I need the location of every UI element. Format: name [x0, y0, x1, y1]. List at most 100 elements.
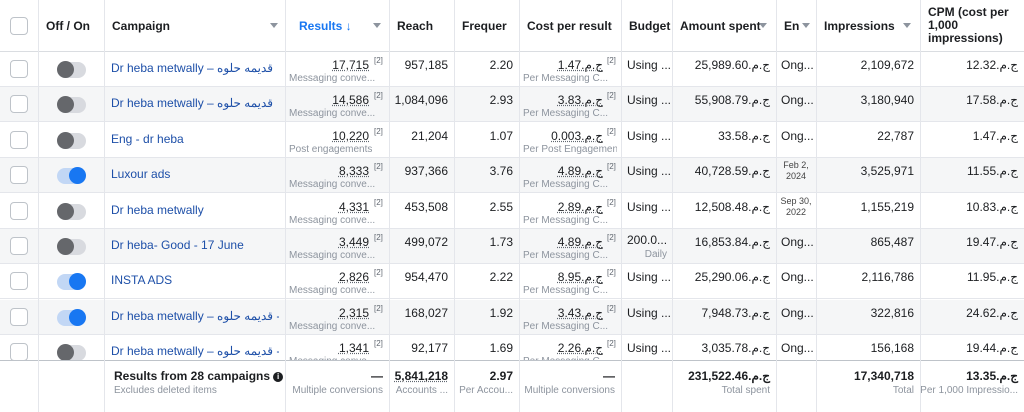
campaign-toggle[interactable]: [57, 344, 86, 361]
col-header-ends[interactable]: En: [776, 0, 816, 52]
select-all-checkbox[interactable]: [10, 17, 28, 35]
attribution-footnote: [2]: [607, 162, 616, 171]
campaign-name-link[interactable]: Dr heba metwally – قديمه حلوه: [111, 96, 274, 110]
results-type: Messaging conve...: [289, 215, 376, 226]
results-type: Messaging conve...: [289, 179, 376, 190]
amount-spent-value: ج.م.‏12,508.48: [694, 200, 770, 214]
frequency-value: 2.55: [489, 200, 513, 214]
cpm-value: ج.م.‏11.55: [967, 164, 1018, 178]
col-header-reach[interactable]: Reach: [397, 19, 434, 33]
col-header-results[interactable]: Results ↓: [285, 0, 389, 52]
frequency-value: 1.69: [489, 341, 513, 355]
reach-value: 937,366: [404, 164, 448, 178]
cpm-value: ج.م.‏12.32: [966, 58, 1018, 72]
cpm-value: ج.م.‏19.44: [966, 341, 1018, 355]
reach-value: 21,204: [411, 129, 448, 143]
table-row[interactable]: Dr heba metwally 4,331 [2] Messaging conve.…: [0, 194, 1024, 229]
campaign-toggle[interactable]: [57, 132, 86, 149]
cost-value: ج.م.‏0.003: [551, 129, 603, 143]
summary-cpm-sub: Per 1,000 Impressio...: [920, 385, 1018, 396]
table-row[interactable]: Dr heba metwally – قديمه حلوه 17,715 [2] Me…: [0, 52, 1024, 87]
amount-spent-value: ج.م.‏3,035.78: [701, 341, 770, 355]
table-row[interactable]: Eng - dr heba 10,220 [2] Post engagements 21…: [0, 123, 1024, 158]
table-row[interactable]: Dr heba metwally – قديمه حلوه - Co... 2,3…: [0, 300, 1024, 335]
row-checkbox[interactable]: [10, 131, 28, 149]
frequency-value: 1.07: [489, 129, 513, 143]
info-icon[interactable]: i: [273, 371, 284, 382]
amount-spent-value: ج.م.‏7,948.73: [701, 306, 770, 320]
amount-spent-value: ج.م.‏55,908.79: [694, 93, 770, 107]
campaign-toggle[interactable]: [57, 309, 86, 326]
campaign-toggle[interactable]: [57, 238, 86, 255]
toggle-knob: [69, 309, 86, 326]
summary-cost: —: [603, 369, 615, 383]
amount-spent-value: ج.م.‏25,989.60: [694, 58, 770, 72]
row-checkbox[interactable]: [10, 166, 28, 184]
chevron-down-icon[interactable]: [373, 23, 381, 28]
row-checkbox[interactable]: [10, 95, 28, 113]
campaign-toggle[interactable]: [57, 203, 86, 220]
campaign-name-link[interactable]: Dr heba metwally – قديمه حلوه - Copy: [111, 344, 279, 358]
campaign-name-link[interactable]: Dr heba metwally: [111, 203, 204, 217]
campaign-toggle[interactable]: [57, 61, 86, 78]
budget-value: 200.0...: [627, 233, 668, 247]
reach-value: 1,084,096: [394, 93, 448, 107]
budget-value: Using ...: [627, 341, 672, 355]
row-checkbox[interactable]: [10, 237, 28, 255]
col-header-amount-spent[interactable]: Amount spent: [672, 0, 776, 52]
cost-value: ج.م.‏1.47: [557, 58, 603, 72]
reach-value: 499,072: [404, 235, 448, 249]
cost-type: Per Messaging C...: [523, 321, 609, 332]
attribution-footnote: [2]: [607, 304, 616, 313]
campaign-name-link[interactable]: Dr heba metwally – قديمه حلوه - Co...: [111, 309, 279, 323]
campaign-name-link[interactable]: INSTA ADS: [111, 273, 173, 287]
summary-results: —: [371, 369, 383, 383]
table-row[interactable]: Luxour ads 8,333 [2] Messaging conve... 937,…: [0, 158, 1024, 193]
toggle-knob: [57, 132, 74, 149]
end-date: Ong...: [781, 129, 814, 143]
end-date: Ong...: [781, 58, 814, 72]
cost-value: ج.م.‏2.26: [557, 341, 603, 355]
campaign-name-link[interactable]: Eng - dr heba: [111, 132, 184, 146]
row-checkbox[interactable]: [10, 272, 28, 290]
col-header-cost-per-result[interactable]: Cost per result: [527, 19, 612, 33]
table-row[interactable]: Dr heba metwally – قديمه حلوه 14,586 [2] Me…: [0, 87, 1024, 122]
col-header-budget[interactable]: Budget: [629, 19, 671, 33]
cost-value: ج.م.‏4.89: [557, 164, 603, 178]
impressions-value: 3,180,940: [860, 93, 914, 107]
col-header-off-on[interactable]: Off / On: [46, 19, 90, 33]
row-checkbox[interactable]: [10, 60, 28, 78]
col-header-cpm[interactable]: CPM (cost per 1,000 impressions): [920, 0, 1024, 52]
attribution-footnote: [2]: [374, 339, 383, 348]
attribution-footnote: [2]: [607, 339, 616, 348]
row-checkbox[interactable]: [10, 308, 28, 326]
attribution-footnote: [2]: [374, 304, 383, 313]
col-header-campaign[interactable]: Campaign: [104, 0, 285, 52]
attribution-footnote: [2]: [374, 91, 383, 100]
results-type: Post engagements: [289, 144, 373, 155]
chevron-down-icon[interactable]: [802, 23, 810, 28]
col-header-frequency[interactable]: Frequer: [462, 19, 507, 33]
campaign-toggle[interactable]: [57, 96, 86, 113]
table-row[interactable]: Dr heba- Good - 17 June 3,449 [2] Messaging…: [0, 229, 1024, 264]
summary-spent: ج.م.‏231,522.46: [688, 369, 770, 383]
amount-spent-value: ج.م.‏40,728.59: [694, 164, 770, 178]
chevron-down-icon[interactable]: [759, 23, 767, 28]
attribution-footnote: [2]: [607, 56, 616, 65]
col-header-impressions[interactable]: Impressions: [816, 0, 920, 52]
summary-impressions-sub: Total: [892, 385, 914, 396]
row-checkbox[interactable]: [10, 343, 28, 361]
results-value: 4,331: [338, 200, 369, 214]
campaign-name-link[interactable]: Dr heba metwally – قديمه حلوه: [111, 61, 274, 75]
campaign-toggle[interactable]: [57, 273, 86, 290]
chevron-down-icon[interactable]: [903, 23, 911, 28]
row-checkbox[interactable]: [10, 202, 28, 220]
campaign-name-link[interactable]: Luxour ads: [111, 167, 171, 181]
chevron-down-icon[interactable]: [270, 23, 278, 28]
campaign-toggle[interactable]: [57, 167, 86, 184]
attribution-footnote: [2]: [374, 268, 383, 277]
attribution-footnote: [2]: [374, 233, 383, 242]
campaign-name-link[interactable]: Dr heba- Good - 17 June: [111, 238, 244, 252]
table-row[interactable]: INSTA ADS 2,826 [2] Messaging conve... 954,4…: [0, 264, 1024, 299]
